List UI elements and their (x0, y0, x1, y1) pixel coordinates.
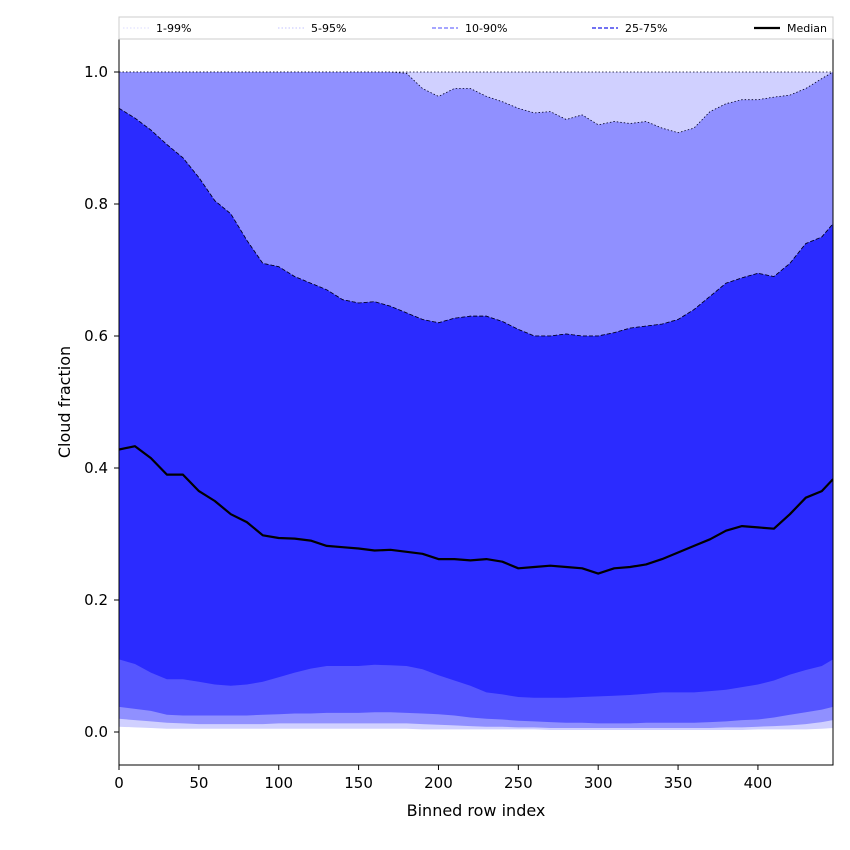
x-tick-label: 250 (504, 774, 533, 792)
median-layer (119, 445, 833, 575)
band-25-75 (119, 108, 833, 698)
y-tick-label: 0.8 (84, 195, 108, 213)
x-axis: 0 50 100 150 200 250 300 350 400 (114, 765, 772, 792)
legend-label: 5-95% (311, 22, 346, 35)
median-line (119, 445, 833, 575)
legend-label: 10-90% (465, 22, 507, 35)
percentile-bands (119, 71, 833, 730)
y-tick-label: 0.0 (84, 723, 108, 741)
x-tick-label: 0 (114, 774, 124, 792)
x-tick-label: 200 (424, 774, 453, 792)
band-upper-edge-25-75 (119, 107, 833, 337)
x-tick-label: 400 (744, 774, 773, 792)
x-tick-label: 300 (584, 774, 613, 792)
x-tick-label: 50 (189, 774, 208, 792)
y-tick-label: 0.2 (84, 591, 108, 609)
y-axis-label: Cloud fraction (55, 346, 74, 458)
legend: 1-99% 5-95% 10-90% 25-75% Median (118, 16, 834, 40)
x-axis-label: Binned row index (407, 801, 546, 820)
legend-label: Median (787, 22, 827, 35)
legend-box (118, 16, 834, 40)
legend-label: 1-99% (156, 22, 191, 35)
x-tick-label: 150 (344, 774, 373, 792)
y-tick-label: 0.6 (84, 327, 108, 345)
x-tick-label: 100 (264, 774, 293, 792)
band-upper-edge-5-95 (119, 71, 833, 134)
y-tick-label: 1.0 (84, 63, 108, 81)
y-axis: 0.0 0.2 0.4 0.6 0.8 1.0 (84, 63, 119, 741)
legend-label: 25-75% (625, 22, 667, 35)
x-tick-label: 350 (664, 774, 693, 792)
y-tick-label: 0.4 (84, 459, 108, 477)
